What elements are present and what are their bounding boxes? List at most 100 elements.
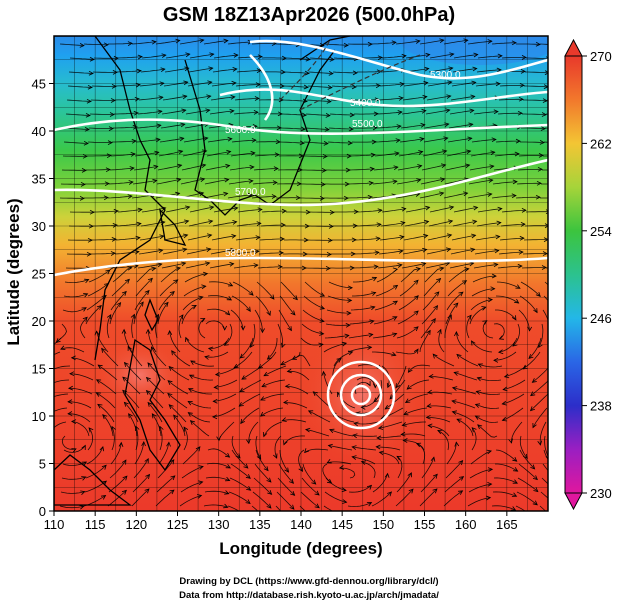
- streamline-arrowhead: [201, 163, 207, 169]
- streamline: [377, 435, 402, 439]
- streamline: [449, 110, 474, 115]
- streamline: [302, 463, 316, 485]
- colorbar-tick-label: 238: [590, 399, 612, 414]
- streamline-arrowhead: [208, 219, 214, 225]
- streamline: [275, 505, 282, 511]
- streamline-arrowhead: [259, 411, 266, 417]
- streamline-arrowhead: [456, 418, 462, 423]
- streamline: [503, 379, 526, 390]
- streamline: [425, 109, 450, 115]
- streamline-arrowhead: [522, 364, 528, 370]
- streamline-arrowhead: [182, 247, 188, 253]
- streamline: [161, 109, 186, 115]
- streamline-arrowhead: [555, 491, 559, 495]
- streamline-arrowhead: [105, 167, 111, 173]
- streamline: [476, 391, 501, 395]
- streamline-arrowhead: [225, 452, 231, 458]
- y-tick-label: 25: [32, 267, 46, 282]
- streamline: [493, 351, 517, 361]
- streamline-arrowhead: [239, 387, 245, 393]
- streamline: [277, 323, 283, 348]
- streamline: [402, 96, 427, 101]
- streamline-arrowhead: [101, 464, 107, 470]
- streamline-arrowhead: [305, 427, 311, 433]
- streamline: [331, 85, 357, 88]
- streamline-arrowhead: [69, 371, 75, 377]
- x-axis-ticks: 110 115 120 125 130 135 140 145 150 155 160 165: [44, 511, 518, 532]
- streamline-arrowhead: [328, 71, 334, 76]
- streamline: [452, 68, 477, 73]
- streamline-arrowhead: [319, 331, 325, 336]
- streamline-arrowhead: [200, 318, 206, 323]
- streamline-arrowhead: [206, 247, 212, 253]
- streamline: [88, 269, 111, 283]
- streamline: [91, 252, 116, 255]
- streamline-arrowhead: [307, 410, 314, 415]
- streamline-arrowhead: [45, 397, 49, 401]
- streamline: [68, 401, 92, 409]
- streamline-arrowhead: [370, 152, 376, 158]
- streamline-arrowhead: [360, 405, 366, 410]
- streamline: [354, 252, 379, 255]
- streamline: [156, 178, 181, 185]
- streamline: [97, 404, 115, 423]
- streamline: [395, 348, 419, 355]
- streamline: [467, 40, 492, 45]
- streamline-arrowhead: [399, 235, 405, 240]
- streamline: [284, 71, 310, 74]
- streamline-arrowhead: [124, 278, 130, 284]
- contour-line-dashed: [279, 39, 331, 101]
- streamline: [379, 83, 404, 87]
- streamline-arrowhead: [471, 80, 477, 86]
- streamline-arrowhead: [212, 398, 218, 404]
- streamline: [447, 280, 467, 297]
- streamline: [356, 377, 376, 388]
- streamline: [251, 43, 277, 45]
- streamline-arrowhead: [122, 376, 128, 382]
- streamline: [227, 505, 240, 511]
- streamline: [251, 505, 259, 511]
- streamline-arrowhead: [100, 494, 107, 500]
- streamline-arrowhead: [554, 504, 558, 508]
- streamline-arrowhead: [503, 373, 510, 379]
- contour-label-5500: 5500.0: [352, 119, 383, 130]
- streamline: [182, 446, 201, 465]
- streamline: [185, 109, 210, 115]
- streamline: [511, 421, 523, 443]
- streamline: [420, 474, 438, 493]
- contour-line: [219, 88, 548, 108]
- streamline-arrowhead: [476, 376, 482, 382]
- streamline: [520, 141, 545, 143]
- streamline-arrowhead: [116, 301, 122, 308]
- coastlines: [54, 36, 351, 506]
- streamline: [203, 504, 228, 508]
- streamline: [339, 467, 356, 479]
- streamline: [205, 476, 230, 481]
- streamline-arrowhead: [123, 401, 129, 407]
- streamline-arrowhead: [159, 425, 164, 432]
- streamline-arrowhead: [485, 495, 492, 501]
- streamline-arrowhead: [233, 363, 239, 369]
- streamline: [474, 250, 499, 255]
- streamline: [471, 288, 495, 297]
- streamline-arrowhead: [502, 386, 508, 392]
- streamline: [209, 110, 234, 115]
- streamline: [96, 392, 116, 409]
- streamline-arrowhead: [112, 223, 118, 228]
- streamline-arrowhead: [173, 279, 179, 284]
- streamline: [137, 263, 162, 269]
- streamline: [482, 320, 494, 339]
- streamline-arrowhead: [256, 454, 262, 460]
- streamline-arrowhead: [251, 137, 257, 143]
- streamline-arrowhead: [168, 404, 174, 410]
- streamline: [491, 505, 516, 511]
- streamline: [497, 265, 522, 269]
- streamline-arrowhead: [248, 178, 254, 184]
- streamline-arrowhead: [129, 166, 135, 171]
- streamline: [403, 440, 425, 451]
- streamline-arrowhead: [101, 294, 107, 300]
- streamline-arrowhead: [118, 441, 124, 448]
- streamline: [428, 220, 453, 227]
- streamline: [138, 96, 163, 101]
- streamline: [499, 237, 524, 241]
